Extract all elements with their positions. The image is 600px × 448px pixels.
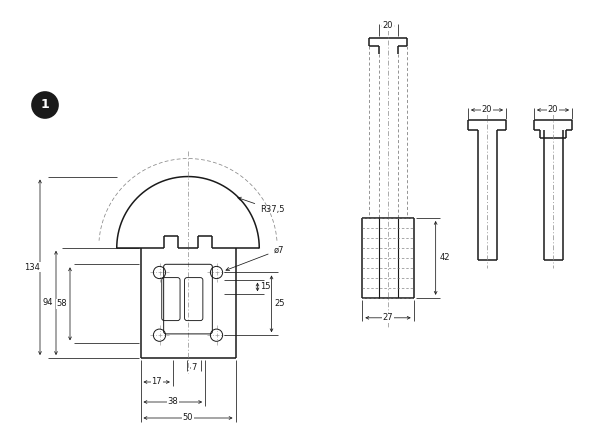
Text: 20: 20 [482, 105, 492, 115]
Text: 134: 134 [24, 263, 40, 272]
Text: 50: 50 [183, 414, 193, 422]
Text: 20: 20 [548, 105, 558, 115]
Text: ø7: ø7 [226, 246, 284, 271]
Text: 25: 25 [274, 299, 285, 308]
Text: 15: 15 [260, 282, 271, 292]
Text: 20: 20 [383, 22, 393, 30]
Text: 1: 1 [41, 99, 49, 112]
Text: 58: 58 [56, 299, 67, 308]
Text: 42: 42 [439, 254, 450, 263]
Text: 27: 27 [383, 313, 394, 322]
Text: 7: 7 [191, 363, 197, 372]
Text: 38: 38 [167, 397, 178, 406]
Text: R37,5: R37,5 [238, 197, 284, 214]
Text: 94: 94 [43, 298, 53, 307]
Text: 17: 17 [151, 378, 162, 387]
Circle shape [32, 92, 58, 118]
